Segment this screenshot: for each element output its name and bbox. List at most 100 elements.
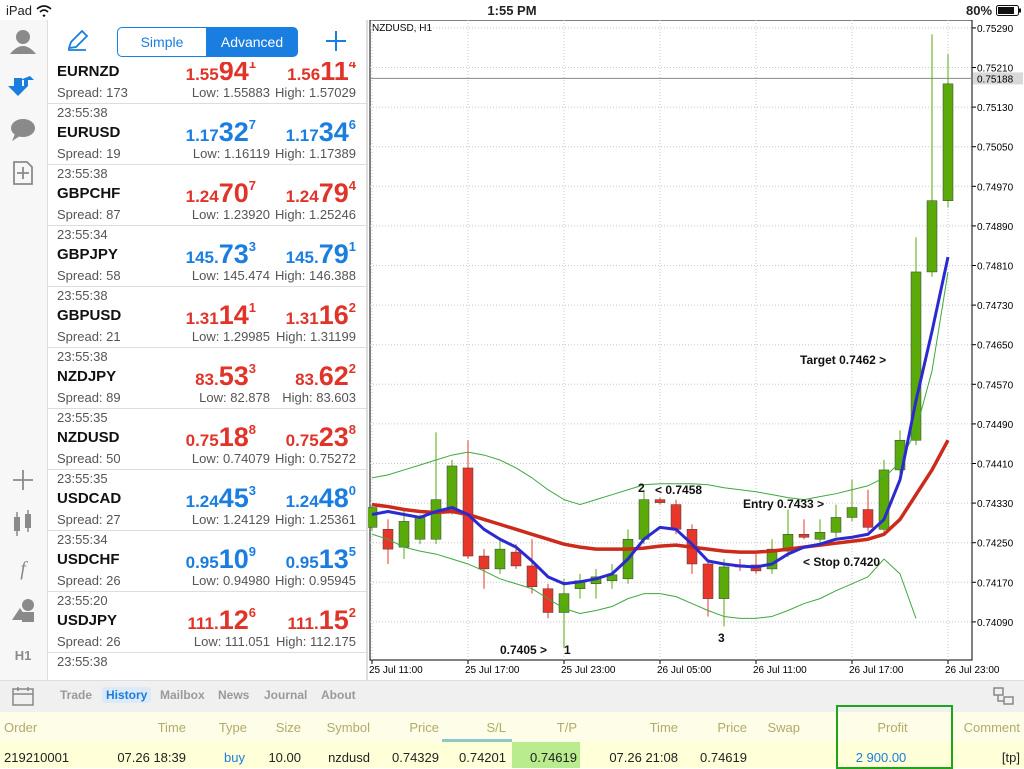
candle-body [510,551,522,567]
edit-icon[interactable] [64,28,90,54]
quote-row[interactable]: 23:55:34 GBPJPY 145.733 145.791 Spread: 58 Lo… [48,225,366,287]
y-tick-label: 0.74090 [977,618,1014,629]
account-icon[interactable] [10,30,36,54]
ask-part: 4 [348,62,356,71]
quote-symbol: GBPUSD [57,307,122,324]
y-tick-label: 0.74490 [977,420,1014,431]
quote-row[interactable]: 23:55:35 USDCAD 1.24453 1.24480 Spread: 27 Lo… [48,469,366,531]
annotation: Entry 0.7433 > [743,497,824,511]
tab-bar [0,680,1024,713]
calendar-icon[interactable] [12,686,36,706]
tab[interactable]: Trade [60,688,93,702]
bid-part: 9 [248,544,256,559]
bid-price: 145.733 [186,239,256,270]
quote-time: 23:55:38 [57,288,108,303]
column-header[interactable]: Order [4,720,38,735]
column-header[interactable]: Symbol [326,720,370,735]
quote-spread: Spread: 19 [57,146,121,161]
quote-row[interactable]: 23:55:35 NZDUSD 0.75188 0.75238 Spread: 50 Lo… [48,408,366,470]
function-icon[interactable]: f [20,558,28,580]
table-cell: [tp] [1001,750,1020,765]
column-header[interactable]: Time [649,720,678,735]
layout-icon[interactable] [992,686,1016,706]
quote-spread: Spread: 87 [57,207,121,222]
tab[interactable]: About [321,688,356,702]
add-symbol-icon[interactable] [324,29,348,53]
candle-body [558,593,570,613]
bid-price: 1.24453 [186,483,256,514]
bid-part: 0.95 [185,553,219,572]
x-tick-label: 25 Jul 23:00 [561,665,616,676]
table-cell: 0.74619 [700,750,747,765]
advanced-toggle[interactable]: Advanced [206,27,298,57]
quote-time: 23:55:38 [57,349,108,364]
tab[interactable]: History [102,687,152,703]
column-header[interactable]: S/L [486,720,506,735]
quote-high: High: 0.75272 [275,451,356,466]
quote-symbol: GBPCHF [57,185,121,202]
bid-part: 3 [248,361,256,376]
candle-body [878,469,890,530]
bid-price: 0.95109 [186,544,256,575]
bid-part: 145. [185,248,219,267]
table-cell: 0.74619 [530,750,577,765]
candle-body [398,521,410,548]
y-tick-label: 0.74730 [977,301,1014,312]
ask-price: 0.95135 [286,544,356,575]
tab[interactable]: Journal [264,688,308,702]
indicators-icon[interactable] [14,510,31,536]
quote-high: High: 83.603 [282,390,356,405]
column-header[interactable]: Profit [877,720,908,735]
candle-body [846,507,858,518]
candle-body [942,83,954,201]
quote-row[interactable]: 23:55:38 NZDJPY 83.533 83.622 Spread: 89 Low:… [48,347,366,409]
column-header[interactable]: Type [218,720,247,735]
tab[interactable]: Mailbox [160,688,205,702]
table-cell: 07.26 21:08 [609,750,678,765]
x-tick-label: 25 Jul 11:00 [369,665,423,676]
candle-body [814,532,826,540]
column-header[interactable]: Comment [963,720,1020,735]
quote-symbol: USDCAD [57,490,122,507]
quote-row[interactable]: 23:55:38 EURUSD 1.17327 1.17346 Spread: 19 Lo… [48,103,366,165]
quote-time: 23:55:20 [57,593,108,608]
quote-spread: Spread: 50 [57,451,121,466]
quote-row[interactable]: 23:55:20 USDJPY 111.126 111.152 Spread: 26 Lo… [48,591,366,653]
objects-icon[interactable] [12,599,34,622]
quote-row[interactable]: 23:55:34 USDCHF 0.95109 0.95135 Spread: 26 Lo… [48,530,366,592]
chat-icon[interactable] [11,119,35,141]
column-header[interactable]: Swap [767,720,800,735]
crosshair-icon[interactable] [13,470,33,490]
battery-icon [996,5,1021,16]
column-header[interactable]: Size [275,720,301,735]
column-header[interactable]: Time [157,720,186,735]
y-tick-label: 0.74650 [977,341,1014,352]
candle-body [862,509,874,528]
bid-part: 111. [187,614,219,633]
bid-part: 3 [248,483,256,498]
quote-high: High: 112.175 [276,634,356,649]
column-header[interactable]: Price [409,720,439,735]
quote-time: 23:55:35 [57,471,108,486]
table-header [0,712,1024,742]
table-cell: 219210001 [4,750,70,765]
y-tick-label: 0.74170 [977,578,1014,589]
simple-toggle[interactable]: Simple [117,27,207,57]
quote-time: 23:55:38 [57,654,108,669]
quote-row[interactable]: EURNZD 1.55941 1.56114 Spread: 173 Low: 1.55… [48,62,366,104]
quote-row[interactable]: 23:55:38 GBPUSD 1.31141 1.31162 Spread: 21 Lo… [48,286,366,348]
ask-part: 0.75 [285,431,319,450]
timeframe-button[interactable]: H1 [15,648,32,663]
tab[interactable]: News [218,688,250,702]
quotes-icon[interactable] [8,76,34,96]
quote-row[interactable]: 23:55:38 GBPCHF 1.24707 1.24794 Spread: 87 Lo… [48,164,366,226]
quote-high: High: 1.57029 [275,85,356,100]
quote-spread: Spread: 26 [57,634,121,649]
quote-spread: Spread: 27 [57,512,121,527]
column-header[interactable]: Price [717,720,747,735]
annotation: 1 [564,643,571,657]
quote-row[interactable]: 23:55:38 [48,652,366,680]
column-header[interactable]: T/P [556,720,577,735]
new-order-icon[interactable] [13,161,33,185]
quote-low: Low: 111.051 [193,634,270,649]
